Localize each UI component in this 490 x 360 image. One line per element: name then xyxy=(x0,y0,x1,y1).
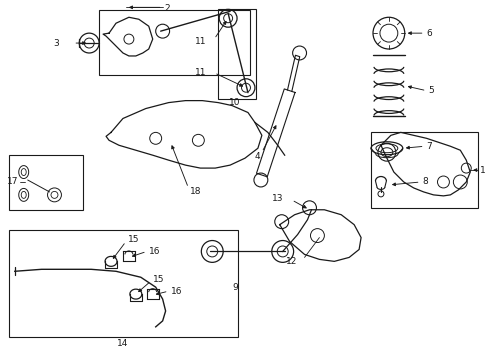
Text: 4: 4 xyxy=(255,152,261,161)
Text: 11: 11 xyxy=(195,37,206,46)
Text: 1: 1 xyxy=(480,166,486,175)
Bar xyxy=(99,10,250,75)
Text: 5: 5 xyxy=(429,86,434,95)
Text: 15: 15 xyxy=(128,235,140,244)
Text: 17: 17 xyxy=(7,177,18,186)
Text: 6: 6 xyxy=(427,29,432,38)
Text: 15: 15 xyxy=(153,275,164,284)
Text: 16: 16 xyxy=(149,247,160,256)
Text: 10: 10 xyxy=(229,98,241,107)
Text: 18: 18 xyxy=(191,188,202,197)
Text: 11: 11 xyxy=(195,68,206,77)
Text: 13: 13 xyxy=(272,194,284,203)
Text: 7: 7 xyxy=(427,142,432,151)
Text: 2: 2 xyxy=(165,4,170,13)
Text: 12: 12 xyxy=(286,257,297,266)
Text: 8: 8 xyxy=(422,177,428,186)
Text: 9: 9 xyxy=(232,283,238,292)
Bar xyxy=(218,9,256,99)
Text: 3: 3 xyxy=(54,39,59,48)
Bar xyxy=(9,155,83,210)
Text: 14: 14 xyxy=(117,339,129,348)
Text: 16: 16 xyxy=(171,287,182,296)
Bar xyxy=(371,132,478,208)
Bar xyxy=(9,230,238,337)
